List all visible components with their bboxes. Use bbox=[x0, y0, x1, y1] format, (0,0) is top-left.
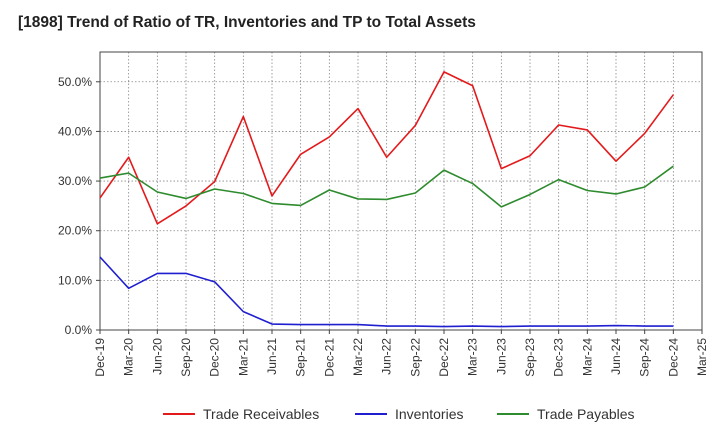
x-tick-label: Sep-20 bbox=[179, 338, 193, 377]
x-tick-label: Mar-21 bbox=[236, 338, 250, 376]
x-tick-label: Jun-21 bbox=[265, 338, 279, 375]
x-tick-label: Mar-25 bbox=[695, 338, 709, 376]
x-tick-label: Jun-23 bbox=[494, 338, 508, 375]
x-tick-label: Dec-24 bbox=[666, 338, 680, 377]
series-line-trade-receivables bbox=[99, 71, 674, 225]
x-tick-label: Dec-19 bbox=[93, 338, 107, 377]
x-tick-label: Sep-24 bbox=[638, 338, 652, 377]
y-tick-label: 0.0% bbox=[65, 323, 93, 337]
x-tick-label: Jun-22 bbox=[380, 338, 394, 375]
y-tick-label: 10.0% bbox=[58, 273, 92, 287]
x-tick-label: Mar-22 bbox=[351, 338, 365, 376]
y-tick-label: 20.0% bbox=[58, 224, 92, 238]
chart-title: [1898] Trend of Ratio of TR, Inventories… bbox=[18, 14, 476, 31]
x-tick-label: Mar-20 bbox=[122, 338, 136, 376]
x-tick-label: Sep-22 bbox=[408, 338, 422, 377]
legend-label: Trade Payables bbox=[537, 406, 635, 422]
plot-frame bbox=[99, 51, 703, 331]
x-tick-label: Dec-23 bbox=[552, 338, 566, 377]
y-tick-label: 40.0% bbox=[58, 124, 92, 138]
x-tick-label: Mar-23 bbox=[466, 338, 480, 376]
x-tick-label: Jun-20 bbox=[150, 338, 164, 375]
x-tick-label: Dec-21 bbox=[322, 338, 336, 377]
x-tick-label: Dec-22 bbox=[437, 338, 451, 377]
legend-label: Trade Receivables bbox=[203, 406, 319, 422]
y-tick-label: 30.0% bbox=[58, 174, 92, 188]
x-tick-label: Sep-23 bbox=[523, 338, 537, 377]
series-line-trade-payables bbox=[99, 165, 674, 208]
legend-label: Inventories bbox=[395, 406, 463, 422]
series-line-inventories bbox=[99, 256, 674, 328]
x-tick-label: Dec-20 bbox=[208, 338, 222, 377]
y-tick-label: 50.0% bbox=[58, 75, 92, 89]
x-tick-label: Sep-21 bbox=[294, 338, 308, 377]
x-tick-label: Mar-24 bbox=[580, 338, 594, 376]
x-tick-label: Jun-24 bbox=[609, 338, 623, 375]
